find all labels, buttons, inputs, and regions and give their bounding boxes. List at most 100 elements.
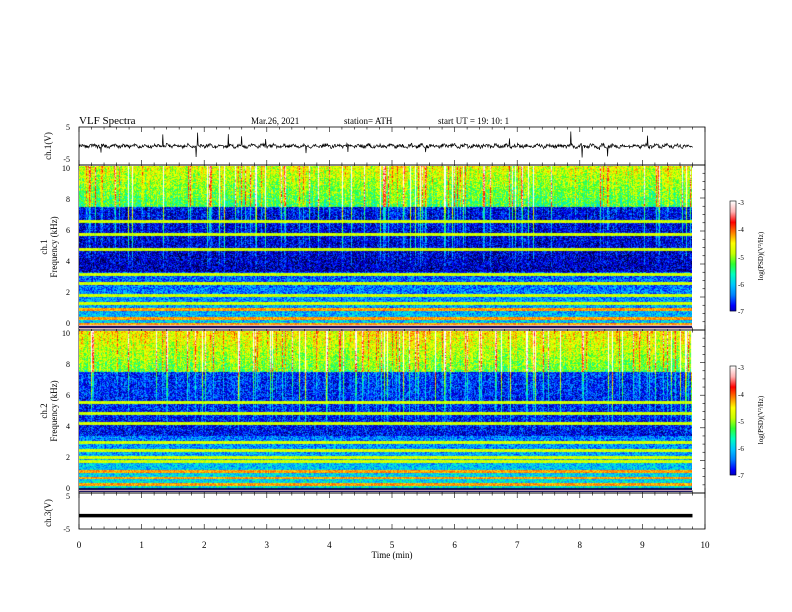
colorbar-cell (730, 207, 736, 209)
ch1-colorbar-tick-m7: -7 (738, 308, 744, 316)
colorbar-cell (730, 400, 736, 402)
ch3-ytick-top: 5 (66, 492, 70, 501)
ch1-waveform-trace (78, 131, 693, 158)
colorbar-cell (730, 265, 736, 267)
colorbar-cell (730, 257, 736, 259)
colorbar-cell (730, 425, 736, 427)
colorbar-cell (730, 429, 736, 431)
colorbar-cell (730, 395, 736, 397)
colorbar-cell (730, 205, 736, 207)
colorbar-cell (730, 208, 736, 210)
colorbar-cell (730, 272, 736, 274)
colorbar-cell (730, 290, 736, 292)
colorbar-cell (730, 302, 736, 304)
colorbar-cell (730, 367, 736, 369)
colorbar-cell (730, 402, 736, 404)
colorbar-cell (730, 376, 736, 378)
colorbar-cell (730, 305, 736, 307)
colorbar-cell (730, 244, 736, 246)
colorbar-cell (730, 238, 736, 240)
colorbar-cell (730, 212, 736, 214)
ch2-ytick-2: 2 (66, 453, 70, 462)
colorbar-cell (730, 427, 736, 429)
colorbar-cell (730, 269, 736, 271)
colorbar-cell (730, 445, 736, 447)
colorbar-cell (730, 300, 736, 302)
colorbar-cell (730, 388, 736, 390)
colorbar-cell (730, 386, 736, 388)
ch3-ytick-bottom: -5 (63, 525, 70, 534)
colorbar-cell (730, 383, 736, 385)
ch3-ylabel: ch.3(V) (43, 499, 53, 527)
colorbar-cell (730, 259, 736, 261)
x-tick-2: 2 (202, 540, 207, 550)
colorbar-cell (730, 224, 736, 226)
colorbar-cell (730, 241, 736, 243)
colorbar-cell (730, 292, 736, 294)
colorbar-cell (730, 216, 736, 218)
colorbar-cell (730, 263, 736, 265)
colorbar-cell (730, 441, 736, 443)
ch1-ytick-6: 6 (66, 226, 70, 235)
colorbar-cell (730, 405, 736, 407)
colorbar-cell (730, 245, 736, 247)
colorbar-cell (730, 454, 736, 456)
colorbar-cell (730, 449, 736, 451)
ch1-spectrogram-ylabel: Frequency (kHz) (49, 216, 59, 277)
colorbar-cell (730, 408, 736, 410)
colorbar-cell (730, 306, 736, 308)
colorbar-cell (730, 470, 736, 472)
ch2-ytick-8: 8 (66, 360, 70, 369)
colorbar-cell (730, 389, 736, 391)
ch2-colorbar: -3 -4 -5 -6 -7 log(PSD)(V²/Hz) (729, 364, 765, 480)
x-tick-0: 0 (77, 540, 82, 550)
colorbar-cell (730, 240, 736, 242)
colorbar-cell (730, 380, 736, 382)
colorbar-cell (730, 392, 736, 394)
x-tick-5: 5 (390, 540, 395, 550)
colorbar-cell (730, 281, 736, 283)
colorbar-cell (730, 473, 736, 475)
colorbar-cell (730, 391, 736, 393)
colorbar-cell (730, 403, 736, 405)
colorbar-cell (730, 382, 736, 384)
colorbar-cell (730, 252, 736, 254)
colorbar-cell (730, 236, 736, 238)
ch1-waveform-panel: 5 -5 ch.1(V) (43, 123, 706, 166)
colorbar-cell (730, 298, 736, 300)
colorbar-cell (730, 231, 736, 233)
colorbar-cell (730, 381, 736, 383)
colorbar-cell (730, 462, 736, 464)
ch3-waveform-frame (78, 492, 706, 530)
colorbar-cell (730, 202, 736, 204)
colorbar-cell (730, 411, 736, 413)
colorbar-cell (730, 273, 736, 275)
colorbar-cell (730, 369, 736, 371)
colorbar-cell (730, 417, 736, 419)
colorbar-cell (730, 471, 736, 473)
ch1-colorbar: -3 -4 -5 -6 -7 log(PSD)(V²/Hz) (729, 199, 765, 316)
colorbar-cell (730, 370, 736, 372)
ch1-ytick-8: 8 (66, 195, 70, 204)
colorbar-cell (730, 390, 736, 392)
colorbar-cell (730, 217, 736, 219)
colorbar-cell (730, 223, 736, 225)
colorbar-cell (730, 375, 736, 377)
colorbar-cell (730, 258, 736, 260)
colorbar-cell (730, 439, 736, 441)
colorbar-cell (730, 278, 736, 280)
colorbar-cell (730, 384, 736, 386)
colorbar-cell (730, 267, 736, 269)
ch2-ytick-0: 0 (66, 484, 70, 493)
colorbar-cell (730, 260, 736, 262)
colorbar-cell (730, 287, 736, 289)
colorbar-cell (730, 309, 736, 311)
ch2-ytick-4: 4 (66, 422, 70, 431)
colorbar-cell (730, 299, 736, 301)
x-tick-9: 9 (640, 540, 645, 550)
colorbar-cell (730, 228, 736, 230)
colorbar-cell (730, 426, 736, 428)
colorbar-cell (730, 472, 736, 474)
colorbar-cell (730, 385, 736, 387)
colorbar-cell (730, 433, 736, 435)
